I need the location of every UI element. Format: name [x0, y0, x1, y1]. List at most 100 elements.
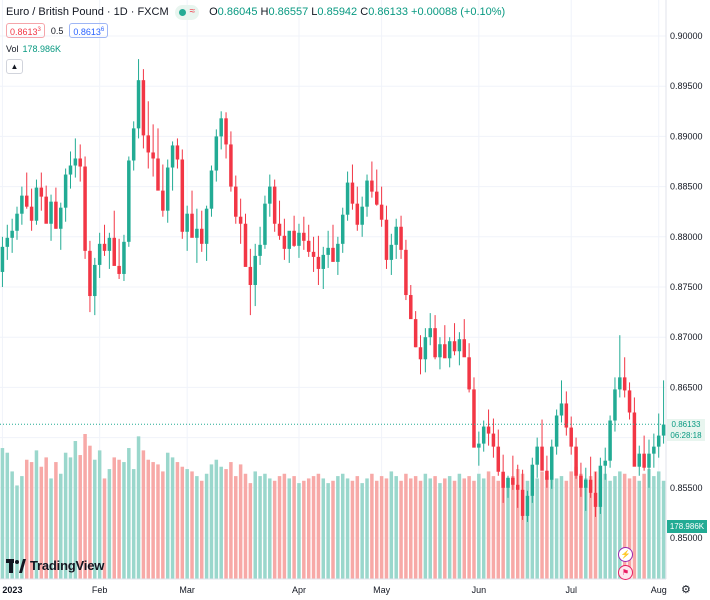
- event-flag-icon[interactable]: ⚑: [618, 565, 633, 580]
- candle-body: [550, 446, 554, 480]
- candle-body: [350, 182, 355, 204]
- volume-bar: [472, 480, 476, 579]
- candle-body: [151, 152, 155, 159]
- candle-body: [122, 241, 126, 274]
- symbol-title[interactable]: Euro / British Pound · 1D · FXCM: [6, 6, 169, 18]
- volume-bar: [511, 476, 515, 579]
- candle-body: [161, 190, 165, 211]
- volume-bar: [457, 473, 462, 579]
- candle-body: [433, 328, 437, 358]
- chart-legend-header: Euro / British Pound · 1D · FXCM ≈ O0.86…: [6, 3, 505, 21]
- bar-countdown: 06:28:18: [670, 431, 702, 440]
- volume-bar: [195, 476, 199, 579]
- volume-bar: [258, 476, 262, 579]
- sell-button[interactable]: 0.86133: [6, 23, 45, 38]
- volume-bar: [131, 469, 136, 579]
- y-tick-label: 0.87000: [670, 332, 703, 342]
- y-tick-label: 0.87500: [670, 282, 703, 292]
- candle-body: [277, 223, 282, 236]
- volume-bar: [545, 476, 549, 579]
- volume-bar: [253, 471, 257, 579]
- candle-body: [44, 196, 48, 224]
- volume-bar: [389, 471, 394, 579]
- volume-bar: [190, 471, 194, 579]
- volume-bar: [161, 471, 165, 579]
- candle-body: [170, 145, 175, 168]
- volume-bar: [229, 462, 233, 579]
- candle-body: [321, 254, 326, 269]
- volume-bar: [268, 478, 272, 579]
- collapse-legend-button[interactable]: ▲: [6, 59, 23, 74]
- volume-bar: [481, 478, 486, 579]
- candle-body: [569, 427, 573, 447]
- volume-bar: [355, 476, 360, 579]
- volume-label: Vol: [6, 44, 19, 54]
- volume-bar: [29, 462, 34, 579]
- candle-body: [272, 186, 277, 224]
- volume-bar: [321, 478, 326, 579]
- volume-bar: [199, 480, 204, 579]
- volume-bar: [588, 476, 593, 579]
- trade-buttons: 0.86133 0.5 0.86136: [6, 23, 109, 38]
- tradingview-logo[interactable]: TradingView: [6, 558, 104, 573]
- volume-bar: [622, 473, 627, 579]
- close-value: 0.86133: [368, 6, 408, 18]
- volume-bar: [170, 457, 175, 579]
- volume-bar: [515, 469, 520, 579]
- settings-gear-icon[interactable]: ⚙: [681, 584, 691, 596]
- volume-bar: [180, 466, 185, 579]
- candle-body: [428, 328, 432, 338]
- volume-bar: [593, 471, 598, 579]
- candle-body: [20, 195, 24, 214]
- volume-bar: [535, 478, 539, 579]
- candle-body: [637, 453, 642, 467]
- volume-legend[interactable]: Vol 178.986K: [6, 44, 61, 54]
- event-flash-icon[interactable]: ⚡: [618, 547, 633, 562]
- candle-body: [195, 228, 199, 238]
- volume-bar: [530, 476, 535, 579]
- candle-body: [78, 158, 82, 167]
- y-tick-label: 0.86500: [670, 382, 703, 392]
- x-tick-label: Apr: [292, 585, 306, 595]
- candle-body: [15, 213, 19, 231]
- candle-body: [661, 424, 666, 436]
- volume-bar: [467, 476, 471, 579]
- candle-body: [175, 145, 180, 160]
- volume-bar: [15, 485, 19, 579]
- volume-bar: [443, 478, 447, 579]
- volume-bar: [647, 469, 651, 579]
- volume-bar: [613, 476, 617, 579]
- candle-body: [394, 226, 398, 245]
- candle-body: [608, 420, 612, 461]
- volume-bar: [39, 466, 44, 579]
- last-price-tag: 0.86133 06:28:18: [667, 419, 705, 441]
- market-status-pill[interactable]: ≈: [174, 4, 200, 20]
- y-tick-label: 0.85500: [670, 483, 703, 493]
- candle-body: [287, 230, 291, 249]
- candle-body: [263, 203, 267, 245]
- last-price-value: 0.86133: [671, 420, 701, 429]
- volume-bar: [93, 459, 97, 579]
- candle-body: [146, 135, 151, 153]
- volume-bar: [603, 473, 607, 579]
- buy-button[interactable]: 0.86136: [69, 23, 109, 38]
- volume-bar: [413, 476, 418, 579]
- tradingview-mark-icon: [6, 558, 26, 573]
- candle-body: [656, 435, 661, 447]
- volume-bar: [219, 466, 223, 579]
- candle-body: [331, 247, 335, 262]
- high-label: H: [260, 6, 269, 18]
- candle-body: [5, 237, 10, 247]
- candle-body: [0, 246, 5, 272]
- candle-body: [399, 226, 403, 250]
- low-value: 0.85942: [317, 6, 358, 18]
- volume-bar: [146, 459, 151, 579]
- volume-bar: [117, 459, 121, 579]
- volume-bar: [360, 483, 364, 579]
- volume-bar: [141, 450, 146, 579]
- ohlc-values: O0.86045 H0.86557 L0.85942 C0.86133 +0.0…: [209, 6, 505, 18]
- volume-bar: [375, 480, 379, 579]
- volume-bar: [477, 473, 481, 579]
- volume-bar: [618, 471, 622, 579]
